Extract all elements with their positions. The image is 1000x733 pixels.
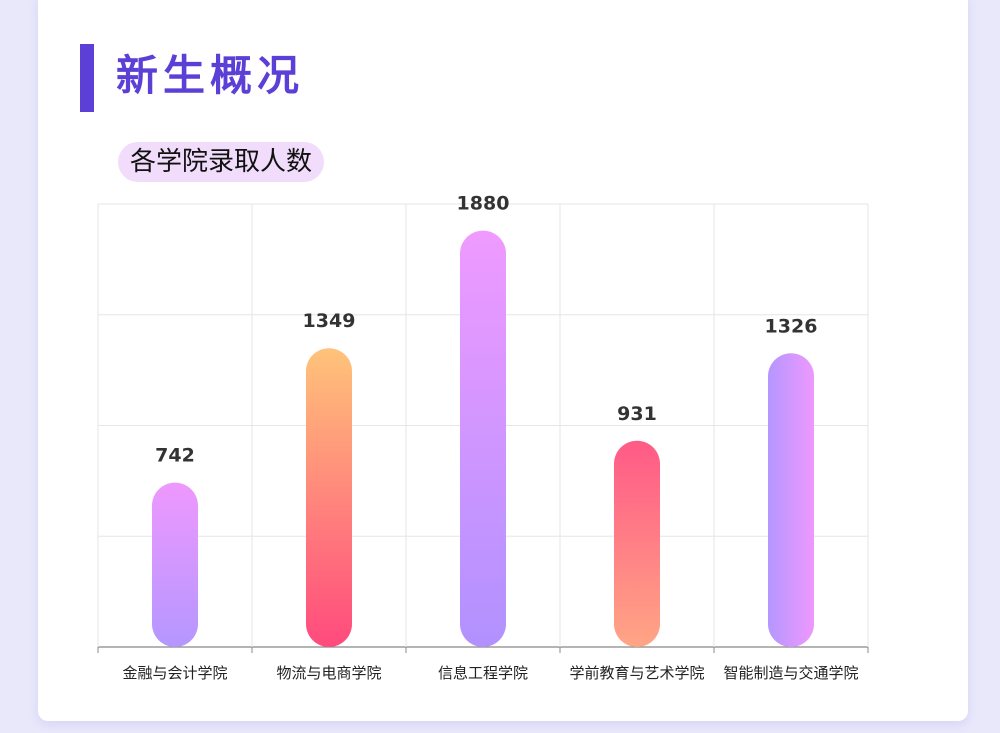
bar-value-label: 1326: [765, 315, 818, 337]
chart-bars: [152, 230, 814, 647]
bar-value-label: 1349: [303, 310, 356, 332]
x-tick-label: 学前教育与艺术学院: [569, 664, 704, 682]
bar: [460, 230, 506, 647]
x-tick-label: 金融与会计学院: [122, 664, 227, 682]
bar: [614, 440, 660, 647]
bar-value-label: 931: [617, 403, 657, 425]
chart-category-labels: 金融与会计学院 物流与电商学院 信息工程学院 学前教育与艺术学院 智能制造与交通学院: [122, 664, 858, 682]
bar-value-label: 1880: [457, 193, 510, 215]
bar: [152, 482, 198, 647]
chart-title: 各学院录取人数: [118, 142, 325, 182]
x-tick-label: 智能制造与交通学院: [723, 664, 858, 682]
x-tick-label: 信息工程学院: [438, 664, 528, 682]
chart-value-labels: 742 1349 1880 931 1326: [155, 193, 817, 467]
page-title: 新生概况: [116, 51, 305, 100]
bar: [306, 348, 352, 647]
bar-value-label: 742: [155, 445, 195, 467]
bar: [768, 353, 814, 647]
x-tick-label: 物流与电商学院: [276, 664, 381, 682]
title-accent-bar: [80, 44, 94, 112]
